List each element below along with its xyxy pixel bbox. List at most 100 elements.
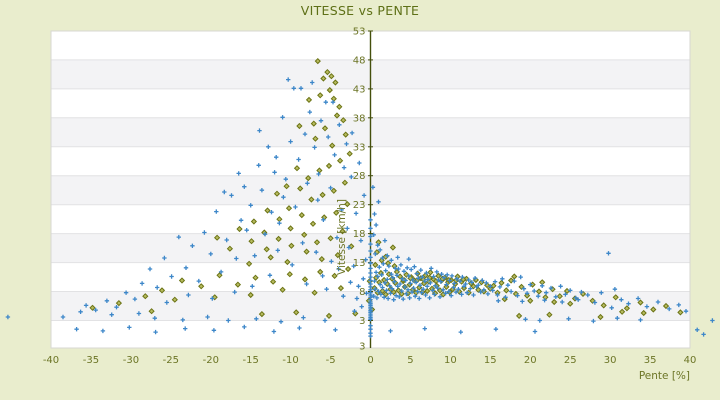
y-tick-label: 43: [353, 84, 366, 95]
data-point-plus: [224, 237, 229, 243]
data-point-plus: [139, 281, 145, 286]
data-point-plus: [368, 261, 373, 266]
data-point-plus: [275, 248, 280, 253]
data-point-plus: [520, 299, 525, 304]
data-point-plus: [606, 251, 611, 256]
data-point-diamond: [269, 278, 277, 285]
data-point-diamond: [171, 296, 178, 303]
data-point-plus: [409, 289, 415, 295]
data-point-diamond: [318, 255, 325, 263]
data-point-plus: [432, 292, 437, 297]
data-point-plus: [412, 264, 417, 269]
data-point-plus: [316, 171, 321, 177]
data-point-plus: [389, 272, 394, 277]
data-point-plus: [566, 316, 571, 321]
data-point-plus: [523, 317, 528, 322]
data-point-plus: [384, 288, 389, 293]
data-point-plus: [375, 243, 380, 248]
data-point-plus: [368, 333, 373, 339]
data-point-plus: [312, 145, 317, 150]
data-point-diamond: [275, 235, 282, 243]
data-point-plus: [435, 285, 440, 291]
data-point-plus: [274, 155, 279, 160]
data-point-diamond: [600, 302, 607, 309]
data-point-plus: [579, 289, 584, 295]
x-tick-label: -20: [203, 355, 219, 366]
data-point-plus: [300, 240, 305, 246]
data-point-plus: [368, 270, 373, 276]
data-point-plus: [127, 325, 132, 330]
data-point-plus: [305, 181, 310, 186]
data-point-plus: [411, 285, 416, 291]
data-point-plus: [423, 292, 428, 298]
data-point-plus: [326, 134, 331, 140]
data-point-plus: [262, 232, 268, 237]
data-point-plus: [218, 269, 224, 275]
data-point-plus: [202, 230, 207, 235]
data-point-plus: [424, 270, 429, 276]
x-tick-label: 30: [604, 355, 617, 366]
data-point-diamond: [279, 286, 286, 293]
data-point-plus: [609, 305, 614, 310]
data-point-diamond: [341, 179, 349, 186]
data-point-plus: [449, 273, 455, 279]
data-point-plus: [359, 304, 364, 309]
data-point-plus: [361, 193, 367, 198]
data-point-diamond: [518, 283, 525, 291]
data-point-plus: [190, 243, 195, 248]
y-axis-title: Vitesse [km/h]: [336, 199, 348, 275]
data-point-plus: [378, 292, 384, 297]
data-point-plus: [379, 272, 384, 277]
data-point-plus: [392, 279, 397, 284]
y-tick-label: 33: [353, 142, 366, 153]
data-point-diamond: [178, 277, 186, 284]
data-point-plus: [453, 289, 459, 295]
data-point-plus: [403, 278, 408, 283]
data-point-plus: [298, 86, 304, 91]
data-point-plus: [373, 222, 379, 228]
data-point-plus: [132, 296, 138, 302]
data-point-plus: [272, 170, 277, 175]
data-point-diamond: [89, 304, 96, 311]
data-point-plus: [434, 269, 439, 275]
data-point-plus: [476, 283, 481, 288]
data-point-plus: [456, 287, 461, 292]
data-point-plus: [377, 265, 382, 270]
data-point-plus: [439, 272, 444, 277]
data-point-diamond: [115, 299, 123, 307]
data-point-plus: [576, 297, 581, 302]
data-point-plus: [401, 269, 407, 274]
data-point-plus: [391, 297, 396, 302]
data-point-diamond: [389, 244, 397, 251]
data-point-plus: [205, 314, 210, 320]
data-point-plus: [394, 273, 400, 278]
x-axis-title: Pente [%]: [638, 370, 690, 382]
data-point-plus: [400, 276, 405, 281]
data-point-plus: [454, 276, 459, 281]
data-point-diamond: [301, 231, 308, 238]
data-point-plus: [234, 256, 239, 261]
data-point-plus: [443, 291, 448, 296]
data-point-diamond: [326, 86, 333, 94]
x-tick-label: 10: [444, 355, 457, 366]
data-point-plus: [427, 295, 432, 301]
data-point-plus: [180, 317, 185, 323]
data-point-diamond: [490, 282, 497, 289]
x-tick-label: 5: [407, 355, 413, 366]
data-point-plus: [257, 128, 262, 133]
data-point-plus: [406, 256, 411, 262]
data-point-plus: [348, 280, 353, 285]
data-point-diamond: [515, 312, 523, 320]
data-point-plus: [560, 299, 565, 305]
data-point-plus: [591, 318, 596, 324]
data-point-plus: [78, 309, 83, 314]
data-point-plus: [323, 100, 328, 105]
data-point-plus: [238, 218, 244, 223]
data-point-plus: [395, 284, 400, 289]
data-point-plus: [683, 309, 689, 314]
data-point-plus: [408, 281, 413, 286]
x-tick-label: 35: [644, 355, 657, 366]
data-point-plus: [318, 118, 324, 123]
data-point-diamond: [226, 245, 234, 252]
